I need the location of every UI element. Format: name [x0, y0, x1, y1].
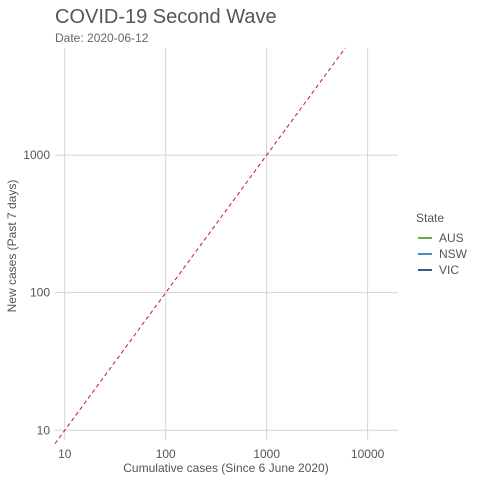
y-tick-label: 1000 — [23, 148, 50, 162]
x-gridlines — [64, 48, 369, 440]
legend-label: VIC — [439, 263, 459, 277]
legend-title: State — [416, 211, 444, 225]
reference-line-group — [54, 47, 346, 444]
x-tick-label: 10000 — [351, 447, 385, 461]
reference-line — [54, 47, 346, 444]
chart-title: COVID-19 Second Wave — [55, 6, 277, 28]
y-tick-label: 10 — [37, 423, 51, 437]
legend: State AUS NSW VIC — [416, 211, 468, 277]
x-tick-label: 1000 — [253, 447, 280, 461]
y-axis-title: New cases (Past 7 days) — [5, 180, 19, 313]
x-axis-title: Cumulative cases (Since 6 June 2020) — [123, 461, 328, 475]
y-gridlines — [55, 154, 398, 431]
legend-label: AUS — [439, 231, 464, 245]
legend-label: NSW — [439, 247, 468, 261]
y-tick-labels: 10 100 1000 — [23, 148, 50, 437]
chart-subtitle: Date: 2020-06-12 — [55, 31, 149, 45]
y-tick-label: 100 — [30, 286, 50, 300]
x-tick-labels: 10 100 1000 10000 — [58, 447, 385, 461]
x-tick-label: 10 — [58, 447, 72, 461]
x-tick-label: 100 — [156, 447, 176, 461]
